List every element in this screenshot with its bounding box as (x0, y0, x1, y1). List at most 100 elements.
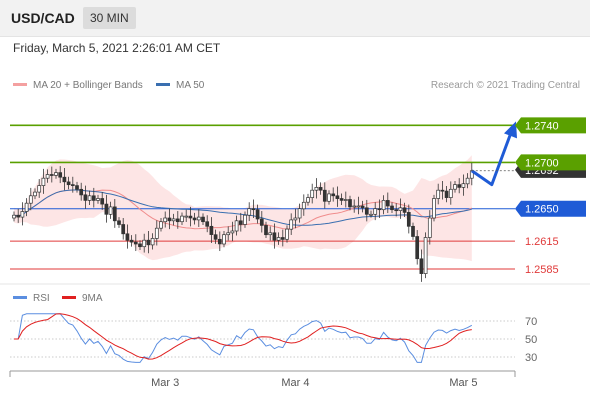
legend-bollinger: MA 20 + Bollinger Bands (13, 80, 143, 91)
rsi-tick-30: 30 (525, 352, 537, 364)
price-tag-bg-1.2700 (515, 154, 586, 171)
candle-body (373, 208, 378, 215)
chart-header: USD/CAD 30 MIN (0, 0, 590, 37)
candle-body (381, 200, 386, 211)
candle-body (272, 232, 277, 241)
candle-body (280, 237, 285, 240)
candle-body (45, 174, 50, 179)
candle-body (20, 211, 25, 218)
candle-body (453, 184, 457, 190)
candle-body (150, 238, 155, 246)
candle-body (196, 216, 201, 221)
candle-body (226, 232, 231, 236)
rsi-swatch (13, 295, 27, 299)
candle-body (356, 205, 361, 208)
candle-body (129, 239, 134, 243)
candle-body (444, 190, 449, 198)
candle-body (125, 233, 130, 241)
chart-datetime: Friday, March 5, 2021 2:26:01 AM CET (13, 41, 221, 55)
candle-body (180, 215, 184, 223)
x-tick-label: Mar 3 (151, 377, 179, 389)
candle-body (343, 199, 348, 201)
candle-body (268, 232, 273, 236)
candle-body (238, 220, 243, 225)
candle-body (436, 189, 441, 199)
candle-body (112, 206, 117, 222)
candle-body (75, 185, 79, 190)
x-tick-label: Mar 4 (281, 377, 309, 389)
candle-body (402, 207, 407, 213)
candle-body (213, 234, 218, 240)
candle-body (398, 207, 403, 211)
x-axis: Mar 3 Mar 4 Mar 5 (9, 370, 516, 389)
candle-body (12, 214, 16, 219)
rsi-line (14, 313, 473, 363)
candle-body (91, 195, 96, 201)
candle-body (188, 215, 193, 219)
candle-body (461, 183, 466, 188)
candle-body (440, 189, 445, 192)
candle-body (121, 224, 126, 235)
price-tag-bg-1.2740 (515, 117, 586, 134)
rsi-9ma-line (14, 313, 472, 360)
candle-body (415, 236, 420, 260)
price-label-1.2585: 1.2585 (525, 264, 559, 276)
candle-body (264, 225, 268, 236)
legend-rsi-label: RSI (33, 293, 50, 304)
x-tick-label: Mar 5 (449, 377, 477, 389)
candle-body (360, 205, 365, 209)
candle-body (58, 172, 63, 178)
candle-body (427, 217, 432, 238)
candle-body (62, 176, 67, 183)
candle-body (390, 205, 394, 211)
candle-body (222, 234, 226, 245)
candle-body (230, 230, 235, 234)
ma9-swatch (62, 295, 76, 299)
candle-body (369, 213, 373, 216)
forecast-arrowhead (504, 121, 517, 139)
candle-body (297, 208, 302, 219)
candle-body (385, 200, 390, 207)
timeframe-button[interactable]: 30 MIN (83, 7, 136, 29)
candle-body (201, 216, 205, 223)
research-credit: Research © 2021 Trading Central (430, 80, 580, 91)
price-tag-bg-1.2650 (515, 200, 586, 217)
candle-body (335, 195, 340, 199)
candle-body (423, 237, 428, 274)
candle-body (314, 187, 319, 191)
candle-body (146, 239, 151, 246)
forecast-arrow (470, 121, 517, 187)
ma50-line (13, 189, 472, 226)
candle-body (79, 188, 84, 196)
legend-bollinger-label: MA 20 + Bollinger Bands (33, 80, 143, 91)
candle-body (70, 184, 75, 186)
legend-ma50-label: MA 50 (176, 80, 205, 91)
candle-body (37, 185, 42, 193)
candle-body (331, 193, 336, 197)
ma50-swatch (156, 82, 170, 86)
candle-body (251, 208, 256, 211)
candle-body (318, 187, 323, 191)
candle-body (322, 189, 327, 202)
candle-body (247, 208, 252, 216)
candle-body (348, 199, 352, 208)
candle-body (352, 205, 357, 208)
rsi-panel: 70 50 30 (10, 313, 537, 364)
candle-body (255, 209, 260, 220)
candle-body (465, 177, 470, 185)
candle-body (175, 218, 180, 223)
pair-symbol: USD/CAD (11, 10, 75, 26)
candle-body (154, 227, 159, 239)
candle-body (142, 239, 147, 248)
legend-9ma: 9MA (62, 293, 103, 304)
candle-body (217, 238, 222, 245)
price-tag-1.2740: 1.2740 (525, 120, 559, 132)
candle-body (133, 241, 138, 245)
bollinger-swatch (13, 82, 27, 86)
candle-body (327, 193, 331, 202)
candle-body (54, 172, 58, 176)
candle-body (364, 207, 369, 215)
candle-body (276, 237, 281, 241)
legend-rsi: RSI (13, 293, 50, 304)
